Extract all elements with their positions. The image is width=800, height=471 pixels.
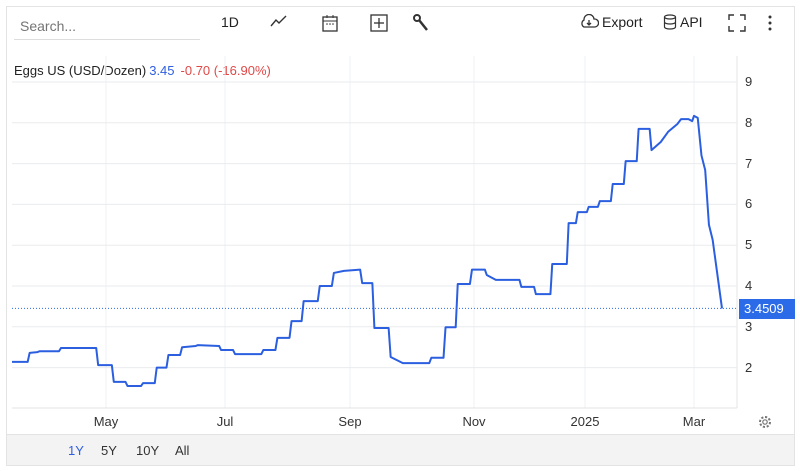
x-tick-label: Nov bbox=[462, 414, 486, 429]
y-tick-label: 7 bbox=[745, 155, 753, 171]
search-input[interactable] bbox=[14, 12, 200, 40]
calendar-icon[interactable] bbox=[321, 14, 339, 32]
export-button[interactable]: Export bbox=[579, 14, 642, 30]
y-tick-label: 4 bbox=[745, 278, 753, 293]
x-tick-label: Mar bbox=[682, 414, 706, 429]
series-name: Eggs US (USD/Dozen) bbox=[14, 63, 147, 78]
chart-card bbox=[6, 6, 795, 466]
range-5y[interactable]: 5Y bbox=[101, 443, 117, 458]
y-tick-label: 6 bbox=[745, 196, 753, 212]
fullscreen-icon[interactable] bbox=[728, 14, 746, 32]
y-tick-label: 5 bbox=[745, 237, 753, 253]
y-tick-label: 9 bbox=[745, 74, 753, 89]
y-tick-label: 8 bbox=[745, 114, 753, 130]
api-label: API bbox=[680, 14, 703, 30]
x-tick-label: Sep bbox=[338, 414, 362, 429]
change-value: -0.70 (-16.90%) bbox=[180, 63, 271, 78]
more-vert-icon[interactable] bbox=[767, 14, 773, 32]
range-1y[interactable]: 1Y bbox=[68, 443, 84, 458]
range-10y[interactable]: 10Y bbox=[136, 443, 160, 458]
add-compare-icon[interactable] bbox=[370, 14, 388, 32]
wrench-icon[interactable] bbox=[413, 14, 429, 32]
x-tick-label: Jul bbox=[216, 414, 234, 429]
export-label: Export bbox=[602, 14, 643, 30]
cloud-download-icon bbox=[581, 14, 599, 28]
settings-gear-icon[interactable] bbox=[757, 414, 773, 430]
chart-legend: Eggs US (USD/Dozen) 3.45 -0.70 (-16.90%) bbox=[14, 63, 271, 78]
database-icon bbox=[663, 14, 677, 30]
range-bar bbox=[7, 434, 794, 465]
range-all[interactable]: All bbox=[175, 443, 190, 458]
y-tick-label: 3 bbox=[745, 318, 753, 334]
line-chart-icon[interactable] bbox=[270, 14, 288, 28]
price-tag: 3.4509 bbox=[739, 299, 795, 319]
interval-button[interactable]: 1D bbox=[221, 14, 239, 30]
y-tick-label: 2 bbox=[745, 359, 753, 375]
last-value: 3.45 bbox=[149, 63, 175, 78]
series-line bbox=[12, 114, 723, 387]
x-tick-label: 2025 bbox=[570, 414, 600, 429]
api-button[interactable]: API bbox=[663, 14, 703, 30]
x-tick-label: May bbox=[93, 414, 119, 429]
